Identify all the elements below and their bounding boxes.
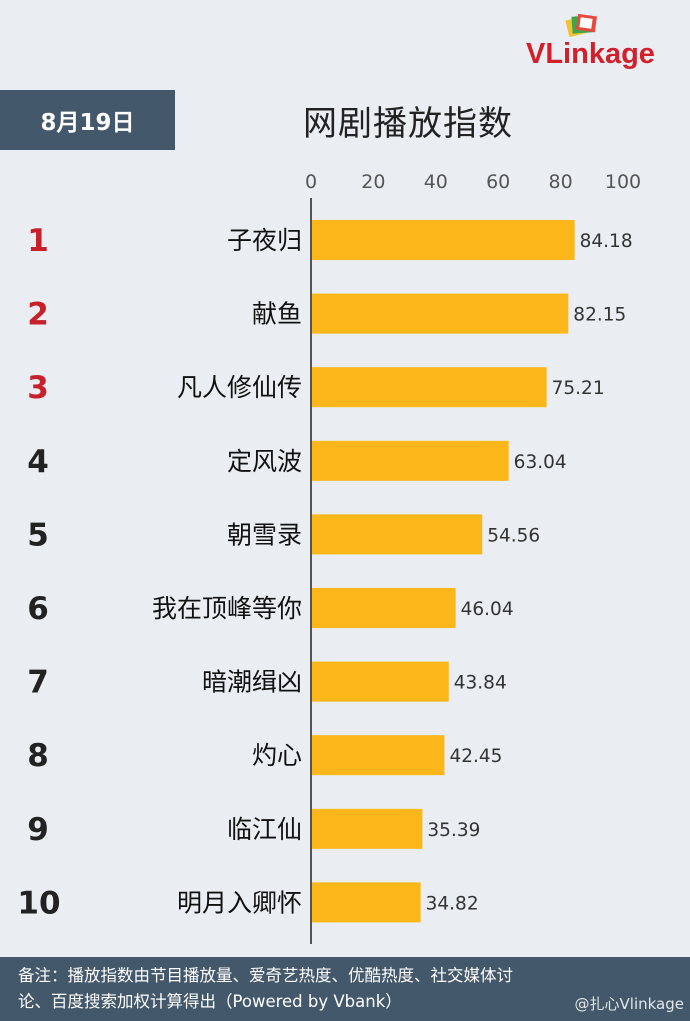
x-tick-label: 0 bbox=[305, 171, 317, 193]
rank-label: 1 bbox=[27, 223, 49, 259]
rank-label: 5 bbox=[27, 517, 49, 553]
category-label: 朝雪录 bbox=[227, 520, 302, 549]
brand-name: VLinkage bbox=[526, 38, 655, 70]
data-label: 34.82 bbox=[426, 893, 479, 914]
data-label: 43.84 bbox=[454, 673, 507, 694]
bar bbox=[312, 882, 421, 923]
bar-chart: 0 20 40 60 80 100 1 子夜归 84.18 2 献鱼 82.15 3 凡人修仙传 75.2… bbox=[17, 171, 641, 944]
x-tick-label: 100 bbox=[605, 171, 641, 193]
stacked-cards-icon bbox=[565, 13, 598, 38]
footnote-line-2: 论、百度搜索加权计算得出（Powered by Vbank） bbox=[18, 992, 402, 1011]
footnote: 备注：播放指数由节目播放量、爱奇艺热度、优酷热度、社交媒体讨 论、百度搜索加权计… bbox=[0, 957, 690, 1021]
data-label: 84.18 bbox=[580, 231, 633, 252]
category-label: 我在顶峰等你 bbox=[152, 594, 302, 623]
rank-label: 7 bbox=[27, 665, 49, 701]
category-label: 灼心 bbox=[252, 741, 302, 770]
data-label: 42.45 bbox=[449, 746, 502, 767]
rank-label: 3 bbox=[27, 370, 49, 406]
rank-label: 4 bbox=[27, 444, 49, 480]
watermark: @扎心Vlinkage bbox=[574, 995, 684, 1013]
brand-logo: VLinkage bbox=[526, 12, 686, 76]
date-badge: 8月19日 bbox=[0, 90, 175, 150]
category-label: 献鱼 bbox=[252, 300, 302, 329]
category-label: 临江仙 bbox=[227, 815, 302, 844]
x-axis-ticks: 0 20 40 60 80 100 bbox=[305, 171, 641, 193]
chart-title: 网剧播放指数 bbox=[303, 104, 513, 144]
footnote-line-1: 备注：播放指数由节目播放量、爱奇艺热度、优酷热度、社交媒体讨 bbox=[18, 966, 513, 985]
bar bbox=[312, 220, 575, 260]
data-label: 46.04 bbox=[461, 599, 514, 620]
data-label: 54.56 bbox=[487, 525, 540, 546]
category-label: 定风波 bbox=[227, 447, 302, 476]
category-label: 凡人修仙传 bbox=[177, 373, 302, 402]
x-tick-label: 60 bbox=[486, 171, 510, 193]
data-label: 35.39 bbox=[427, 820, 480, 841]
bar bbox=[312, 514, 483, 555]
bar bbox=[312, 661, 449, 702]
category-label: 子夜归 bbox=[227, 226, 302, 255]
bar bbox=[312, 293, 569, 334]
rank-label: 8 bbox=[27, 738, 49, 774]
bar bbox=[312, 808, 423, 849]
category-label: 暗潮缉凶 bbox=[202, 668, 302, 697]
rank-label: 2 bbox=[27, 297, 49, 333]
x-tick-label: 20 bbox=[361, 171, 385, 193]
data-label: 82.15 bbox=[573, 305, 626, 326]
bar bbox=[312, 588, 456, 628]
bar bbox=[312, 735, 445, 776]
x-tick-label: 80 bbox=[549, 171, 573, 193]
x-tick-label: 40 bbox=[424, 171, 448, 193]
bar bbox=[312, 367, 547, 408]
data-label: 75.21 bbox=[552, 378, 605, 399]
bar-rows: 1 子夜归 84.18 2 献鱼 82.15 3 凡人修仙传 75.21 4 定风波 63.04 5 朝雪… bbox=[17, 220, 633, 923]
rank-label: 10 bbox=[17, 885, 60, 921]
bar bbox=[312, 440, 509, 481]
rank-label: 6 bbox=[27, 591, 49, 627]
data-label: 63.04 bbox=[514, 452, 567, 473]
category-label: 明月入卿怀 bbox=[177, 888, 302, 917]
rank-label: 9 bbox=[27, 812, 49, 848]
